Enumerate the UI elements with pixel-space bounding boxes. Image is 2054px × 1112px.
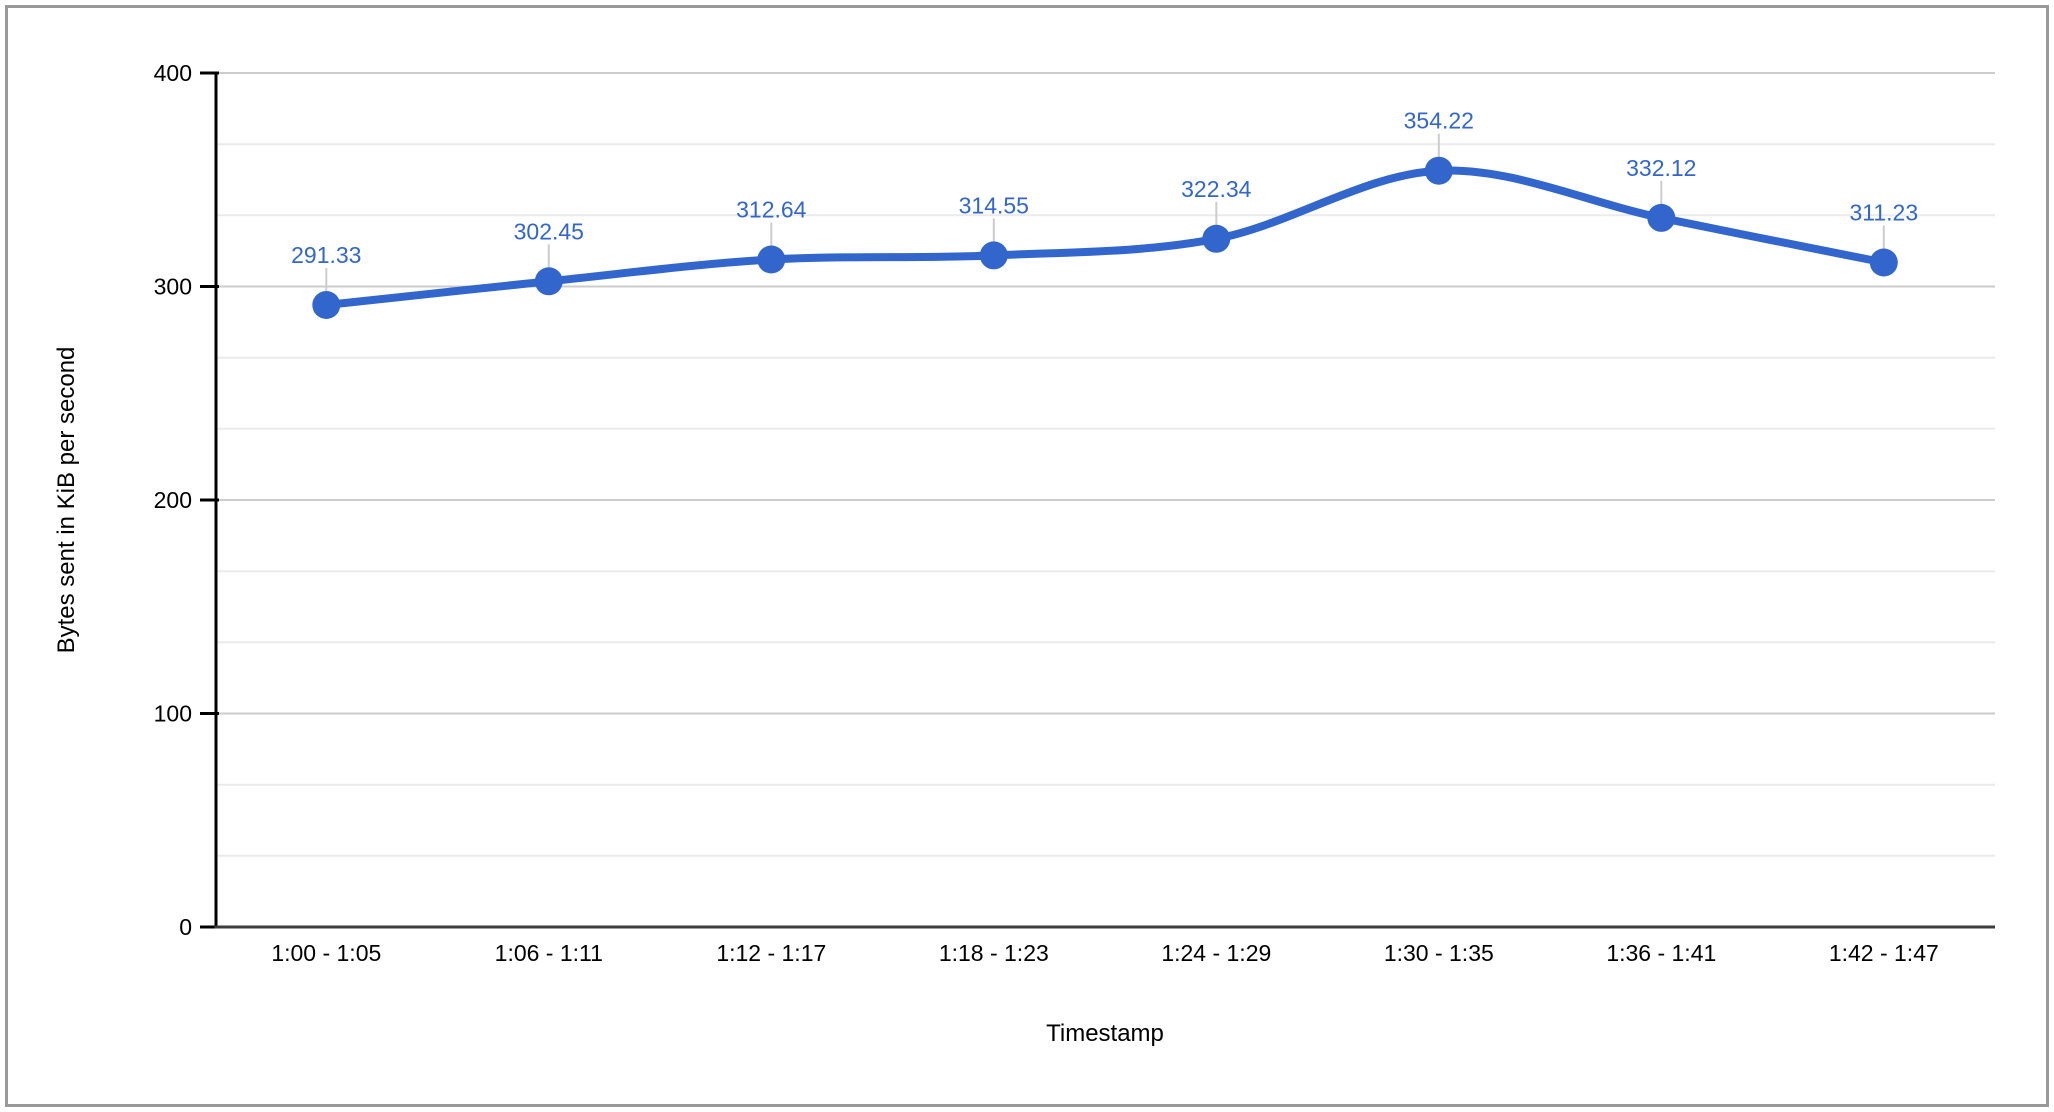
x-category-label: 1:12 - 1:17: [716, 940, 826, 966]
data-point-label: 322.34: [1181, 176, 1252, 202]
minor-gridlines-group: [217, 143, 1995, 857]
x-category-label: 1:36 - 1:41: [1606, 940, 1716, 966]
data-point-marker[interactable]: [1424, 156, 1453, 185]
data-point-label: 311.23: [1849, 200, 1918, 226]
x-category-label: 1:30 - 1:35: [1384, 940, 1494, 966]
data-point-label: 332.12: [1626, 155, 1696, 181]
y-tick-label: 100: [154, 701, 192, 727]
x-category-label: 1:18 - 1:23: [939, 940, 1049, 966]
y-tick-label: 0: [179, 914, 192, 940]
data-point-label: 314.55: [959, 192, 1029, 218]
data-point-label: 312.64: [736, 197, 807, 223]
data-point-label: 302.45: [514, 218, 584, 244]
data-point-marker[interactable]: [312, 291, 341, 319]
x-category-label: 1:06 - 1:11: [495, 940, 603, 966]
series-line: [322, 166, 1888, 309]
data-point-marker[interactable]: [1869, 248, 1898, 277]
data-point-marker[interactable]: [757, 245, 786, 274]
axes-group: [200, 71, 1995, 929]
x-category-label: 1:24 - 1:29: [1161, 940, 1271, 966]
x-category-label: 1:00 - 1:05: [271, 940, 381, 966]
data-point-marker[interactable]: [979, 241, 1008, 270]
labels-group: 291.33 302.45 312.64 314.55 322.34 354.22 332.…: [154, 60, 1939, 966]
data-point-label: 354.22: [1404, 108, 1474, 134]
data-point-label: 291.33: [291, 242, 361, 268]
y-axis-title: Bytes sent in KiB per second: [53, 347, 80, 654]
x-axis-title: Timestamp: [1046, 1020, 1164, 1047]
major-gridlines-group: [217, 72, 1995, 715]
series-group: [312, 156, 1898, 319]
y-tick-label: 300: [154, 274, 192, 300]
y-tick-label: 400: [154, 60, 192, 86]
y-tick-label: 200: [154, 487, 192, 513]
x-category-label: 1:42 - 1:47: [1829, 940, 1939, 966]
data-point-marker[interactable]: [1202, 224, 1231, 253]
data-point-marker[interactable]: [1647, 203, 1676, 232]
data-point-marker[interactable]: [534, 267, 563, 296]
